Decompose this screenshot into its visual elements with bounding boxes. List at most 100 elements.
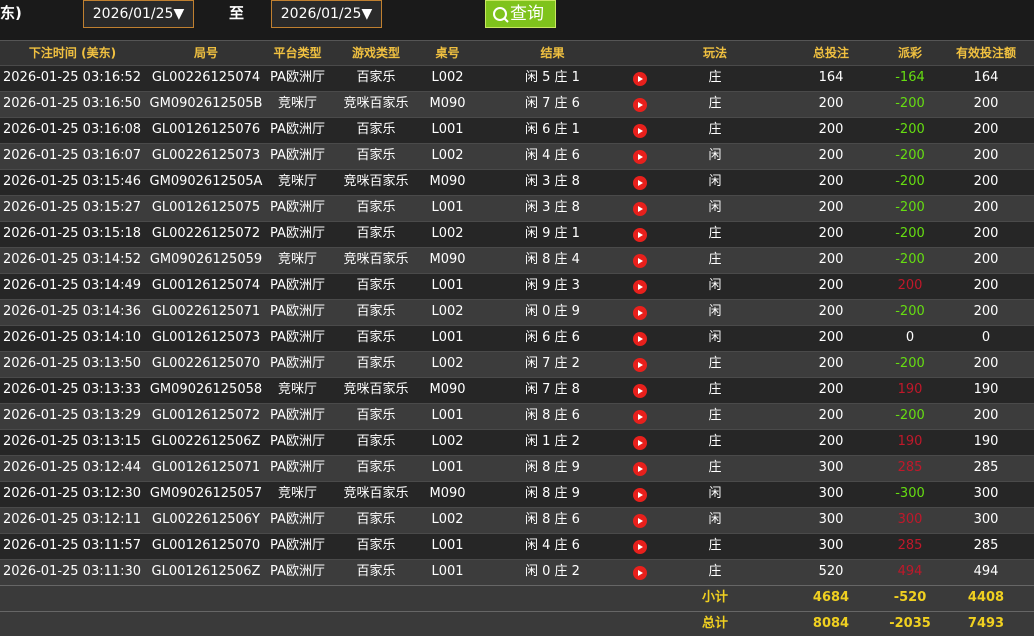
table-cell: L002: [431, 226, 464, 241]
table-cell: 2026-01-25 03:13:29: [3, 408, 142, 423]
table-cell: 闲: [708, 278, 722, 293]
table-cell: 2026-01-25 03:11:57: [3, 538, 142, 553]
table-cell: 百家乐: [356, 330, 396, 345]
table-cell: 竞咪百家乐: [343, 486, 409, 501]
play-triangle: [638, 517, 643, 524]
table-cell: 200: [973, 252, 999, 267]
table-cell: 百家乐: [356, 226, 396, 241]
table-cell: 百家乐: [356, 304, 396, 319]
table-cell: M090: [429, 486, 466, 501]
table-cell: -200: [895, 148, 925, 163]
table-cell: 闲 3 庄 8: [525, 200, 580, 215]
table-cell: GL00126125072: [151, 408, 261, 423]
table-cell: 庄: [708, 460, 722, 475]
table-cell: 190: [897, 434, 923, 449]
table-cell: GL00126125070: [151, 538, 261, 553]
table-cell: 2026-01-25 03:15:27: [3, 200, 142, 215]
table-cell: 2026-01-25 03:16:50: [3, 96, 142, 111]
table-cell: -200: [895, 408, 925, 423]
table-cell: 190: [973, 382, 999, 397]
table-cell: 200: [818, 356, 844, 371]
summary-total-bet: 4684: [812, 590, 850, 605]
table-cell: 闲 7 庄 2: [525, 356, 580, 371]
table-cell: 2026-01-25 03:14:10: [3, 330, 142, 345]
table-cell: 闲 9 庄 3: [525, 278, 580, 293]
date-from[interactable]: 2026/01/25▼: [83, 0, 194, 28]
table-row: [0, 559, 1034, 585]
table-cell: 2026-01-25 03:13:15: [3, 434, 142, 449]
table-cell: 2026-01-25 03:16:08: [3, 122, 142, 137]
summary-valid-bet: 7493: [967, 615, 1005, 631]
table-cell: 200: [973, 226, 999, 241]
table-cell: 闲: [708, 512, 722, 527]
play-triangle: [638, 153, 643, 160]
table-cell: 2026-01-25 03:16:52: [3, 70, 142, 85]
table-cell: 竞咪百家乐: [343, 174, 409, 189]
table-cell: 520: [818, 564, 844, 579]
table-cell: 闲 0 庄 9: [525, 304, 580, 319]
table-cell: 庄: [708, 226, 722, 241]
table-cell: GL00126125074: [151, 278, 261, 293]
table-cell: 200: [897, 278, 923, 293]
table-cell: 300: [818, 538, 844, 553]
table-cell: 闲 8 庄 9: [525, 460, 580, 475]
column-header: 平台类型: [273, 46, 322, 60]
table-cell: L001: [431, 460, 464, 475]
table-cell: 闲: [708, 486, 722, 501]
table-cell: 200: [818, 252, 844, 267]
table-cell: 300: [973, 486, 999, 501]
table-cell: PA欧洲厅: [270, 70, 325, 85]
table-cell: GL00126125073: [151, 330, 261, 345]
table-cell: -200: [895, 356, 925, 371]
table-cell: 庄: [708, 382, 722, 397]
table-cell: L002: [431, 434, 464, 449]
table-cell: 200: [973, 174, 999, 189]
column-header: 玩法: [702, 46, 727, 60]
table-row: [0, 65, 1034, 91]
summary-valid-bet: 4408: [967, 590, 1005, 605]
table-row: [0, 247, 1034, 273]
table-cell: 竞咪百家乐: [343, 96, 409, 111]
table-cell: 200: [818, 96, 844, 111]
table-cell: 200: [973, 304, 999, 319]
table-cell: GM0902612505A: [149, 174, 263, 189]
table-cell: PA欧洲厅: [270, 460, 325, 475]
table-cell: 285: [973, 460, 999, 475]
table-row: [0, 143, 1034, 169]
table-row: [0, 351, 1034, 377]
table-cell: 闲 9 庄 1: [525, 226, 580, 241]
table-row: [0, 455, 1034, 481]
table-row: [0, 91, 1034, 117]
table-cell: 300: [818, 460, 844, 475]
table-cell: L001: [431, 538, 464, 553]
play-triangle: [638, 387, 643, 394]
table-cell: GL00226125074: [151, 70, 261, 85]
table-cell: 200: [973, 408, 999, 423]
summary-payout: -2035: [889, 615, 931, 631]
date-to[interactable]: 2026/01/25▼: [271, 0, 382, 28]
table-cell: 2026-01-25 03:15:46: [3, 174, 142, 189]
table-row: [0, 117, 1034, 143]
query-button[interactable]: 查询: [485, 0, 556, 28]
table-cell: 闲: [708, 174, 722, 189]
table-cell: -200: [895, 174, 925, 189]
table-cell: 200: [818, 382, 844, 397]
table-cell: -300: [895, 486, 925, 501]
play-triangle: [638, 335, 643, 342]
table-cell: 闲: [708, 304, 722, 319]
table-cell: 2026-01-25 03:14:52: [3, 252, 142, 267]
table-cell: 闲 8 庄 6: [525, 512, 580, 527]
table-cell: 200: [818, 278, 844, 293]
table-cell: 百家乐: [356, 122, 396, 137]
table-cell: 闲: [708, 330, 722, 345]
table-cell: 2026-01-25 03:13:50: [3, 356, 142, 371]
table-cell: 200: [818, 408, 844, 423]
table-cell: L002: [431, 70, 464, 85]
table-cell: 2026-01-25 03:12:44: [3, 460, 142, 475]
table-cell: 百家乐: [356, 564, 396, 579]
table-cell: 2026-01-25 03:11:30: [3, 564, 142, 579]
table-cell: 闲 7 庄 8: [525, 382, 580, 397]
table-row: [0, 533, 1034, 559]
table-cell: 闲 6 庄 1: [525, 122, 580, 137]
table-cell: 百家乐: [356, 356, 396, 371]
